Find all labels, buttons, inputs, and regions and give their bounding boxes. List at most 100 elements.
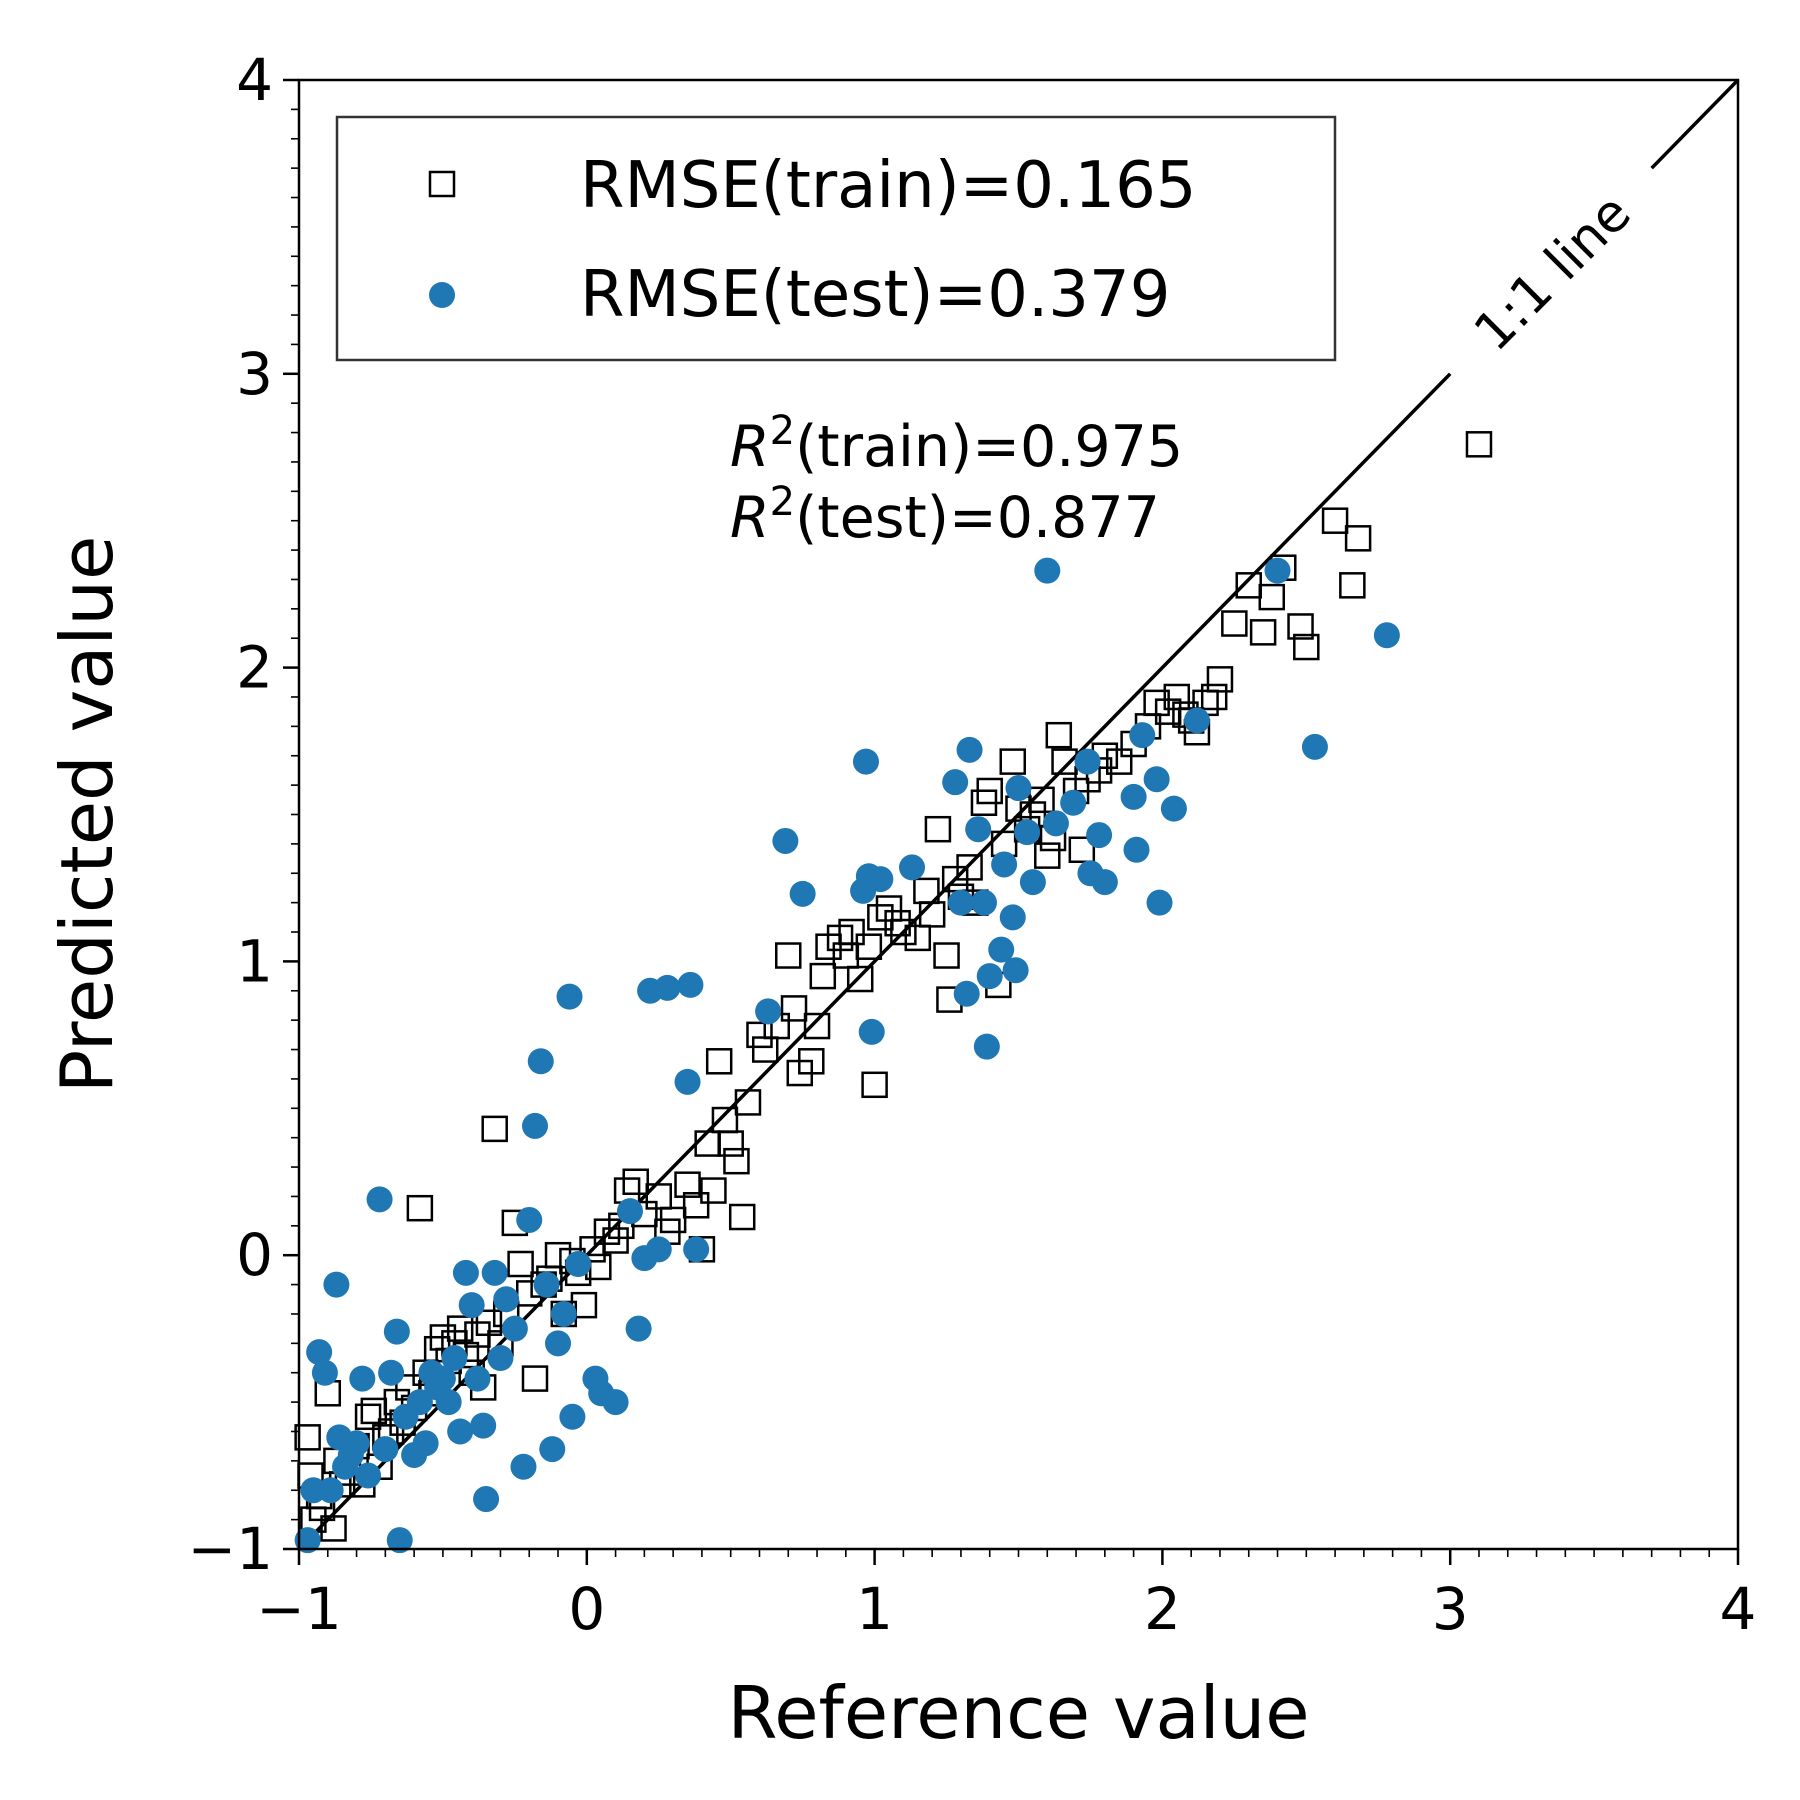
test-point xyxy=(447,1418,474,1445)
train-point xyxy=(728,1203,756,1231)
test-point xyxy=(1120,783,1147,810)
train-point xyxy=(846,965,874,993)
test-point xyxy=(441,1345,468,1372)
test-point xyxy=(970,889,997,916)
train-point xyxy=(924,815,952,843)
train-point xyxy=(734,1089,762,1116)
test-point xyxy=(545,1330,572,1357)
test-point xyxy=(1301,733,1328,760)
test-point xyxy=(953,980,980,1007)
train-point xyxy=(1344,525,1372,552)
train-point xyxy=(406,1194,434,1222)
test-point xyxy=(1034,557,1061,584)
x-tick-label: 1 xyxy=(856,1575,893,1643)
train-point xyxy=(717,1130,744,1157)
test-point xyxy=(550,1300,577,1327)
test-point xyxy=(942,769,969,796)
r2-test-annotation: R2(test)=0.877 xyxy=(730,479,1160,551)
train-point xyxy=(803,1012,831,1040)
train-point xyxy=(867,904,894,931)
train-point xyxy=(1287,613,1314,640)
legend-train-marker xyxy=(428,170,456,198)
test-point xyxy=(973,1033,1000,1060)
train-point xyxy=(999,748,1026,775)
test-point xyxy=(559,1403,586,1430)
train-point xyxy=(855,933,883,960)
test-point xyxy=(458,1292,485,1319)
test-point xyxy=(493,1286,520,1313)
test-point xyxy=(654,974,681,1001)
test-point xyxy=(616,1198,643,1225)
test-point xyxy=(412,1430,439,1457)
tick-labels-layer: −1−1 0 0 1 1 2 2 3 3 4 4 xyxy=(188,46,1757,1643)
test-point xyxy=(1264,557,1291,584)
y-tick-label: 2 xyxy=(236,634,273,702)
train-point xyxy=(809,962,837,990)
train-point xyxy=(838,918,865,946)
y-tick-label: 3 xyxy=(236,340,273,408)
test-point xyxy=(317,1477,344,1504)
test-point xyxy=(487,1345,514,1372)
identity-line-segment xyxy=(1650,78,1740,170)
test-point xyxy=(988,936,1015,963)
test-point xyxy=(625,1315,652,1342)
test-point xyxy=(383,1318,410,1345)
train-point xyxy=(861,1071,888,1099)
y-tick-label: 1 xyxy=(236,927,273,995)
train-point xyxy=(933,942,960,969)
train-point xyxy=(1339,572,1366,599)
y-tick-label: −1 xyxy=(188,1515,274,1583)
r2-test-symbol: R xyxy=(730,485,770,551)
test-point xyxy=(565,1251,592,1278)
x-tick-label: 4 xyxy=(1720,1575,1757,1643)
test-point xyxy=(1060,789,1087,816)
x-axis-label: Reference value xyxy=(727,1671,1309,1755)
test-point xyxy=(947,889,974,916)
test-point xyxy=(429,1365,456,1392)
test-point xyxy=(789,880,816,907)
x-tick-label: 3 xyxy=(1432,1575,1469,1643)
train-point xyxy=(884,909,911,937)
test-point xyxy=(683,1236,710,1263)
test-point xyxy=(965,816,992,843)
test-point xyxy=(1183,707,1210,734)
test-point xyxy=(1373,622,1400,649)
test-point xyxy=(772,827,799,854)
train-point xyxy=(798,1048,825,1075)
test-point xyxy=(378,1359,405,1386)
test-point xyxy=(956,736,983,763)
test-point xyxy=(521,1112,548,1139)
test-point xyxy=(1146,889,1173,916)
train-point xyxy=(521,1365,549,1392)
train-point xyxy=(1221,610,1248,637)
test-point xyxy=(674,1068,701,1095)
test-point xyxy=(349,1365,376,1392)
legend-test-label: RMSE(test)=0.379 xyxy=(580,258,1170,332)
train-point xyxy=(1105,748,1133,775)
train-point xyxy=(700,1177,727,1204)
train-point xyxy=(1321,507,1349,534)
test-point xyxy=(991,851,1018,878)
test-point xyxy=(1042,810,1069,837)
test-point xyxy=(1074,748,1101,775)
test-point xyxy=(464,1365,491,1392)
x-tick-label: −1 xyxy=(256,1575,342,1643)
train-point xyxy=(1163,683,1191,711)
legend-test-marker xyxy=(429,282,455,308)
train-point xyxy=(918,901,946,928)
test-point xyxy=(406,1389,433,1416)
test-point xyxy=(1160,795,1187,822)
test-point xyxy=(867,866,894,893)
test-point xyxy=(539,1436,566,1463)
train-point xyxy=(1034,842,1061,869)
test-point xyxy=(755,998,782,1025)
train-point xyxy=(622,1168,649,1195)
train-point xyxy=(1249,619,1277,646)
test-point xyxy=(372,1436,399,1463)
test-point xyxy=(343,1430,370,1457)
train-point xyxy=(904,924,932,952)
test-point xyxy=(516,1206,543,1233)
train-point xyxy=(682,1192,710,1219)
legend-box xyxy=(335,115,1337,362)
